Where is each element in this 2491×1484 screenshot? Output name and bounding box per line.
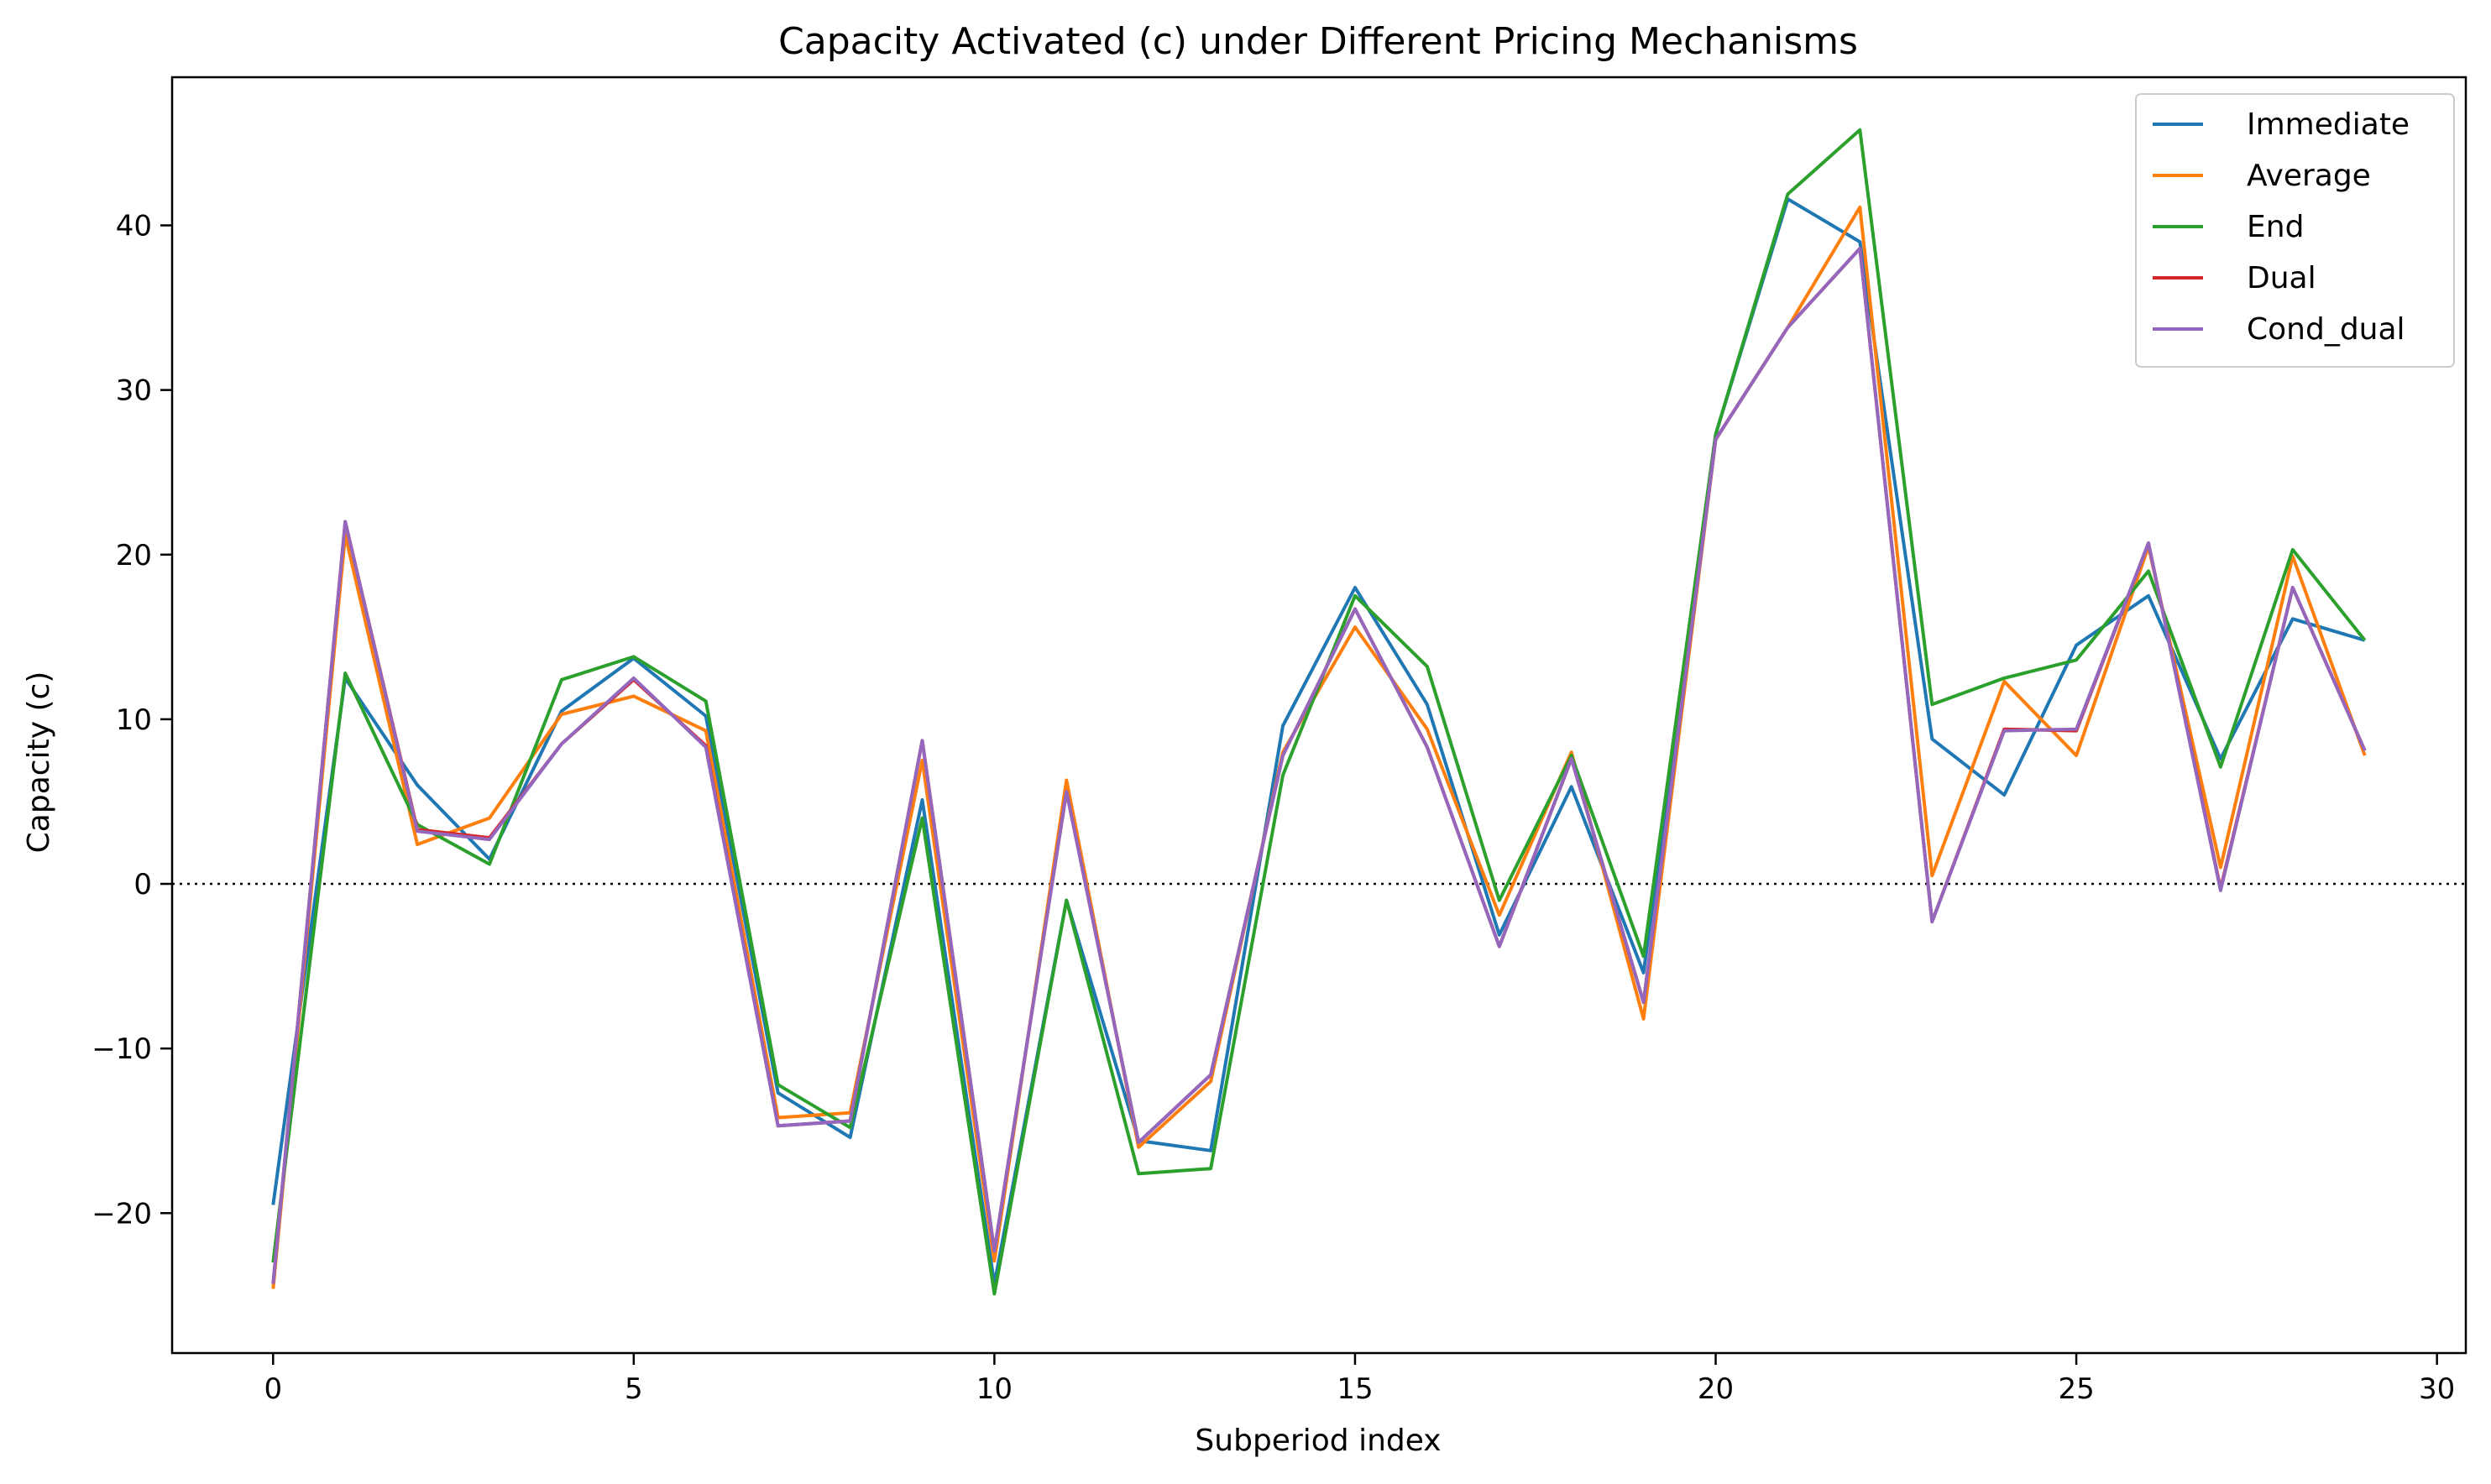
x-tick-label: 10 — [976, 1372, 1013, 1406]
series-line-dual — [271, 247, 2367, 1284]
x-axis: 0 5 10 15 20 25 30 — [264, 1353, 2455, 1406]
series-line-average — [271, 205, 2367, 1289]
x-tick-label: 5 — [625, 1372, 643, 1406]
x-tick-label: 15 — [1337, 1372, 1373, 1406]
x-tick-label: 0 — [264, 1372, 282, 1406]
x-tick-label: 30 — [2419, 1372, 2455, 1406]
y-axis-label: Capacity (c) — [22, 671, 56, 854]
y-tick-label: 0 — [133, 868, 152, 901]
legend-label-dual: Dual — [2247, 261, 2316, 295]
y-tick-label: −20 — [92, 1197, 152, 1231]
x-axis-label: Subperiod index — [1195, 1424, 1441, 1458]
y-tick-label: 40 — [116, 210, 152, 243]
plot-frame — [170, 76, 2467, 1355]
legend-label-cond_dual: Cond_dual — [2247, 312, 2405, 347]
legend-label-immediate: Immediate — [2247, 107, 2410, 142]
x-tick-label: 25 — [2058, 1372, 2094, 1406]
y-tick-label: 10 — [116, 703, 152, 737]
series-line-immediate — [271, 197, 2366, 1286]
legend: Immediate Average End Dual Cond_dual — [2135, 93, 2455, 368]
legend-label-end: End — [2247, 210, 2304, 244]
plot-area — [170, 76, 2467, 1355]
legend-box — [2135, 93, 2455, 368]
chart-title: Capacity Activated (c) under Different P… — [778, 20, 1858, 63]
x-tick-label: 20 — [1698, 1372, 1734, 1406]
y-tick-label: 20 — [116, 539, 152, 572]
y-tick-label: −10 — [92, 1032, 152, 1066]
legend-label-average: Average — [2247, 159, 2371, 193]
series-line-end — [271, 128, 2367, 1296]
y-axis: −20 −10 0 10 20 30 40 — [92, 210, 172, 1231]
y-tick-label: 30 — [116, 374, 152, 408]
series-line-cond_dual — [271, 247, 2367, 1284]
